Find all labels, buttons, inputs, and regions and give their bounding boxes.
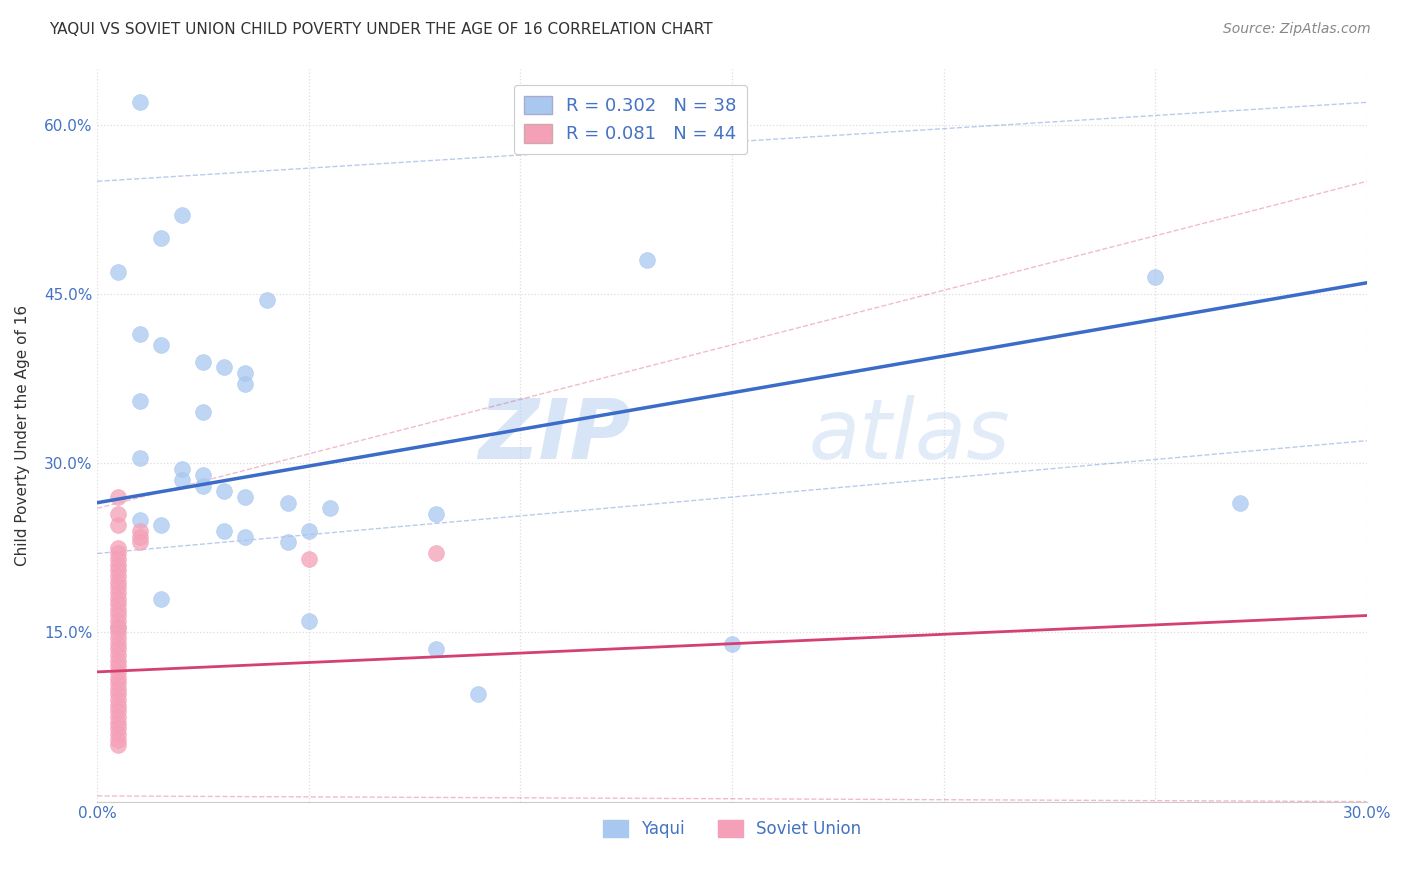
Point bbox=[425, 507, 447, 521]
Point bbox=[636, 253, 658, 268]
Point bbox=[107, 507, 129, 521]
Point bbox=[256, 293, 278, 307]
Point bbox=[319, 501, 342, 516]
Point bbox=[149, 230, 172, 244]
Point bbox=[107, 721, 129, 735]
Legend: Yaqui, Soviet Union: Yaqui, Soviet Union bbox=[596, 813, 868, 845]
Point bbox=[107, 620, 129, 634]
Point bbox=[107, 693, 129, 707]
Point bbox=[107, 710, 129, 724]
Point bbox=[128, 535, 150, 549]
Point bbox=[107, 597, 129, 611]
Point bbox=[128, 450, 150, 465]
Point bbox=[107, 625, 129, 640]
Point bbox=[107, 603, 129, 617]
Point bbox=[149, 338, 172, 352]
Point bbox=[170, 473, 193, 487]
Point bbox=[107, 671, 129, 685]
Text: ZIP: ZIP bbox=[478, 394, 630, 475]
Point bbox=[107, 541, 129, 555]
Point bbox=[128, 530, 150, 544]
Point bbox=[107, 580, 129, 594]
Point bbox=[107, 518, 129, 533]
Point bbox=[107, 574, 129, 589]
Point bbox=[107, 676, 129, 690]
Point bbox=[128, 394, 150, 409]
Point bbox=[107, 620, 129, 634]
Point bbox=[107, 654, 129, 668]
Point bbox=[235, 377, 257, 392]
Point bbox=[107, 715, 129, 730]
Point bbox=[425, 546, 447, 560]
Point bbox=[107, 688, 129, 702]
Point bbox=[107, 727, 129, 741]
Point bbox=[107, 591, 129, 606]
Point bbox=[1229, 496, 1251, 510]
Point bbox=[107, 631, 129, 645]
Point bbox=[298, 552, 321, 566]
Point bbox=[107, 552, 129, 566]
Point bbox=[235, 530, 257, 544]
Point bbox=[128, 95, 150, 110]
Y-axis label: Child Poverty Under the Age of 16: Child Poverty Under the Age of 16 bbox=[15, 304, 30, 566]
Point bbox=[277, 496, 299, 510]
Point bbox=[191, 479, 214, 493]
Point bbox=[107, 264, 129, 278]
Point bbox=[721, 637, 744, 651]
Text: YAQUI VS SOVIET UNION CHILD POVERTY UNDER THE AGE OF 16 CORRELATION CHART: YAQUI VS SOVIET UNION CHILD POVERTY UNDE… bbox=[49, 22, 713, 37]
Point bbox=[128, 513, 150, 527]
Point bbox=[128, 524, 150, 538]
Point bbox=[191, 405, 214, 419]
Point bbox=[107, 490, 129, 504]
Point bbox=[107, 642, 129, 657]
Point bbox=[107, 546, 129, 560]
Point bbox=[107, 558, 129, 572]
Point bbox=[107, 637, 129, 651]
Point bbox=[107, 569, 129, 583]
Text: Source: ZipAtlas.com: Source: ZipAtlas.com bbox=[1223, 22, 1371, 37]
Point bbox=[191, 355, 214, 369]
Point bbox=[107, 608, 129, 623]
Point bbox=[107, 681, 129, 696]
Point bbox=[107, 665, 129, 679]
Point bbox=[212, 484, 235, 499]
Point bbox=[128, 326, 150, 341]
Text: atlas: atlas bbox=[808, 394, 1010, 475]
Point bbox=[191, 467, 214, 482]
Point bbox=[212, 360, 235, 375]
Point bbox=[467, 688, 489, 702]
Point bbox=[170, 208, 193, 222]
Point bbox=[107, 738, 129, 752]
Point bbox=[298, 524, 321, 538]
Point bbox=[149, 591, 172, 606]
Point bbox=[170, 462, 193, 476]
Point bbox=[149, 518, 172, 533]
Point bbox=[425, 642, 447, 657]
Point bbox=[107, 732, 129, 747]
Point bbox=[1144, 270, 1167, 285]
Point bbox=[107, 698, 129, 713]
Point bbox=[107, 648, 129, 662]
Point bbox=[235, 366, 257, 380]
Point bbox=[212, 524, 235, 538]
Point bbox=[277, 535, 299, 549]
Point bbox=[298, 614, 321, 628]
Point bbox=[107, 704, 129, 718]
Point bbox=[235, 490, 257, 504]
Point bbox=[107, 659, 129, 673]
Point bbox=[107, 586, 129, 600]
Point bbox=[107, 563, 129, 577]
Point bbox=[107, 614, 129, 628]
